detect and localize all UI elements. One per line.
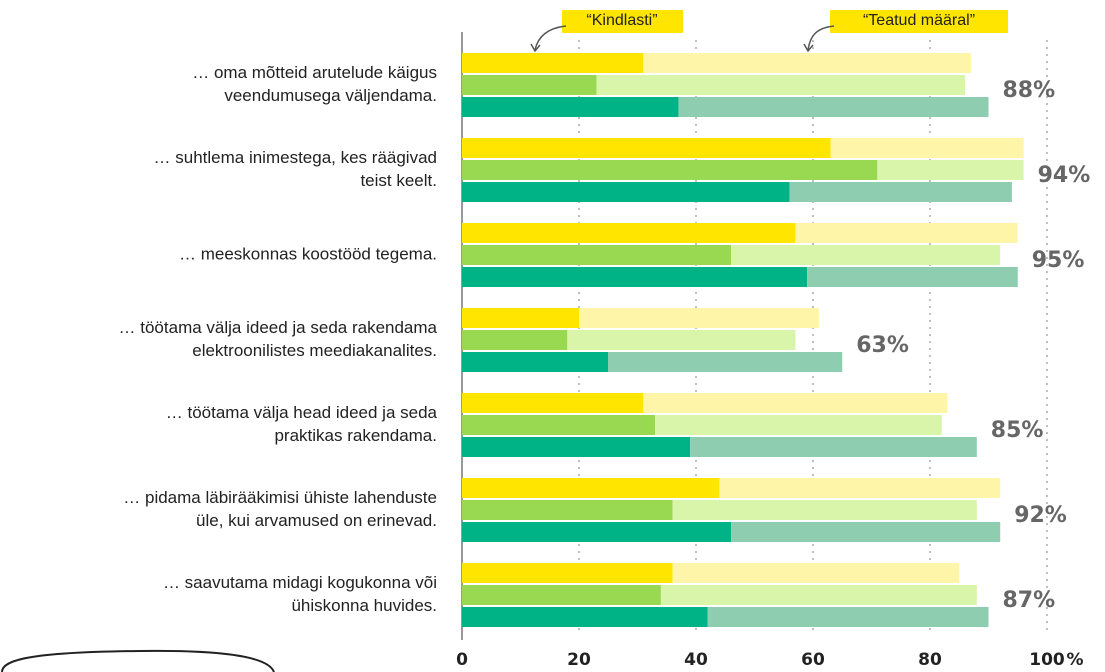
bar-segment — [462, 585, 661, 605]
category-label: ühiskonna huvides. — [291, 596, 437, 615]
category-label: teist keelt. — [360, 171, 437, 190]
bar-segment — [462, 415, 656, 435]
bar-segment — [643, 53, 971, 73]
bar-segment — [462, 182, 790, 202]
speech-bubble — [1, 649, 275, 672]
bar-segment — [462, 437, 691, 457]
x-tick-label: 20 — [567, 650, 591, 670]
category-label: elektroonilistes meediakanalites. — [192, 341, 437, 360]
legend-highlight — [562, 10, 683, 33]
bar-segment — [678, 97, 989, 117]
bar-segment — [462, 53, 644, 73]
category-label: praktikas rakendama. — [274, 426, 437, 445]
x-tick-label: 80 — [918, 650, 942, 670]
bar-segment — [830, 138, 1024, 158]
bar-segment — [807, 267, 1018, 287]
legend-arrow — [530, 43, 541, 53]
category-label: … saavutama midagi kogukonna või — [163, 573, 437, 592]
bar-segment — [690, 437, 977, 457]
category-label: üle, kui arvamused on erinevad. — [196, 511, 437, 530]
bar-segment — [462, 500, 673, 520]
legend-label: “Teatud määral” — [863, 12, 975, 29]
x-axis-label: % — [1066, 650, 1083, 670]
bar-segment — [731, 522, 1001, 542]
total-label: 63% — [856, 333, 909, 358]
bar-segment — [789, 182, 1012, 202]
bar-segment — [567, 330, 796, 350]
x-tick-label: 100 — [1029, 650, 1065, 670]
category-label: … suhtlema inimestega, kes räägivad — [154, 148, 437, 167]
bar-segment — [707, 607, 989, 627]
bar-segment — [462, 478, 720, 498]
bar-segment — [462, 223, 796, 243]
legend-arrow — [803, 43, 814, 53]
bar-segment — [795, 223, 1018, 243]
bar-segment — [462, 160, 878, 180]
bar-segment — [462, 308, 579, 328]
bar-segment — [462, 245, 732, 265]
category-label: veendumusega väljendama. — [224, 86, 437, 105]
bar-segment — [462, 267, 808, 287]
bar-segment — [462, 563, 673, 583]
bar-segment — [608, 352, 843, 372]
total-label: 88% — [1003, 78, 1056, 103]
bar-segment — [462, 97, 679, 117]
total-label: 94% — [1038, 163, 1091, 188]
bar-segment — [579, 308, 819, 328]
bar-segment — [462, 330, 568, 350]
bar-segment — [660, 585, 977, 605]
bar-segment — [462, 138, 831, 158]
bar-segment — [655, 415, 942, 435]
category-label: … töötama välja ideed ja seda rakendama — [119, 318, 438, 337]
legend-highlight — [830, 10, 1008, 33]
x-tick-label: 60 — [801, 650, 825, 670]
bar-segment — [596, 75, 966, 95]
category-label: … oma mõtteid arutelude käigus — [192, 63, 437, 82]
category-label: … pidama läbirääkimisi ühiste lahenduste — [123, 488, 437, 507]
bar-segment — [731, 245, 1001, 265]
legend-arrow — [534, 25, 567, 51]
x-tick-label: 0 — [456, 650, 468, 670]
bar-segment — [462, 75, 597, 95]
bar-segment — [462, 393, 644, 413]
total-label: 85% — [991, 418, 1044, 443]
x-tick-label: 40 — [684, 650, 708, 670]
category-label: … töötama välja head ideed ja seda — [166, 403, 438, 422]
bar-segment — [719, 478, 1001, 498]
bar-segment — [643, 393, 948, 413]
legend-arrow — [807, 25, 835, 51]
bar-segment — [462, 522, 732, 542]
total-label: 92% — [1014, 503, 1067, 528]
bar-segment — [877, 160, 1024, 180]
bar-segment — [462, 607, 708, 627]
bar-segment — [672, 500, 977, 520]
total-label: 87% — [1003, 588, 1056, 613]
legend-label: “Kindlasti” — [586, 12, 657, 29]
bar-segment — [462, 352, 609, 372]
total-label: 95% — [1032, 248, 1085, 273]
category-label: … meeskonnas koostööd tegema. — [179, 244, 437, 263]
bar-segment — [672, 563, 960, 583]
